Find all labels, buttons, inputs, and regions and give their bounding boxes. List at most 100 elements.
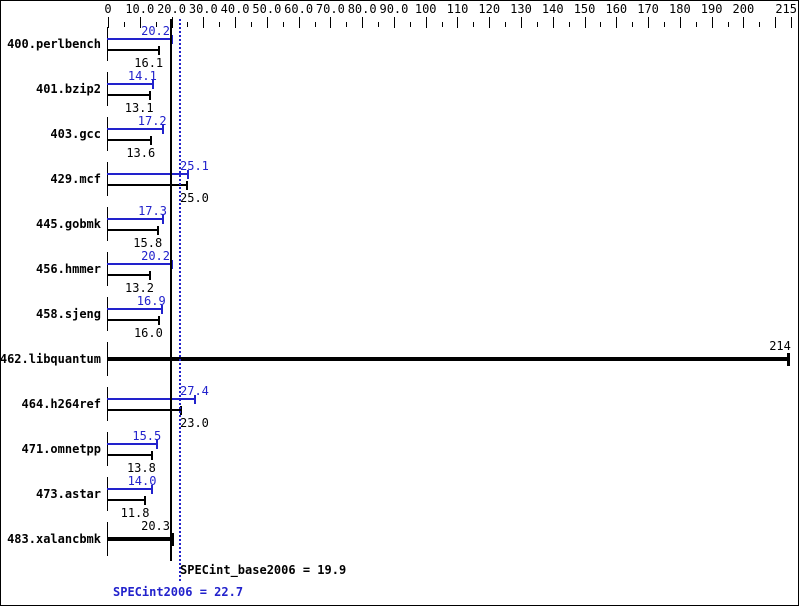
peak-bar [107,398,196,400]
bar-end-cap [144,496,147,505]
base-bar [107,94,150,96]
peak-bar [107,38,173,40]
base-value-label: 25.0 [180,191,209,205]
axis-tick-label: 20.0 [157,2,186,16]
axis-major-tick [457,17,458,28]
axis-tick-label: 120 [478,2,501,16]
axis-tick-label: 170 [637,2,659,16]
axis-minor-tick [219,22,220,27]
benchmark-label: 429.mcf [50,172,101,186]
bar-end-cap [171,260,174,269]
base-bar [107,184,188,186]
axis-minor-tick [346,22,347,27]
base-value-label: 13.8 [126,461,156,475]
base-bar [107,454,152,456]
axis-tick-label: 90.0 [379,2,409,16]
axis-stub [107,477,108,511]
base-value-label: 23.0 [180,416,209,430]
axis-minor-tick [378,22,379,27]
peak-value-label: 20.2 [141,249,170,263]
axis-major-tick [394,17,395,28]
bar-end-cap [161,125,164,134]
axis-stub [107,297,108,331]
peak-bar [107,83,153,85]
bar-end-cap [786,353,790,366]
axis-tick-label: 215 [775,2,797,16]
axis-minor-tick [664,22,665,27]
axis-minor-tick [505,22,506,27]
axis-stub [107,207,108,241]
axis-major-tick [203,17,204,28]
benchmark-label: 445.gobmk [35,217,101,231]
bar-end-cap [186,170,189,179]
axis-minor-tick [283,22,284,27]
axis-major-tick [680,17,681,28]
axis-minor-tick [632,22,633,27]
bar-end-cap [148,91,151,100]
axis-tick-label: 100 [414,2,437,16]
axis-major-tick [743,17,744,28]
base-bar [107,49,160,51]
axis-stub [107,252,108,286]
axis-minor-tick [251,22,252,27]
peak-mean-label: SPECint2006 = 22.7 [113,585,244,599]
axis-minor-tick [696,22,697,27]
bar-end-cap [186,181,189,190]
base-value-label: 13.6 [126,146,156,160]
axis-major-tick [712,17,713,28]
single-bar [107,357,788,361]
benchmark-label: 473.astar [35,487,101,501]
axis-tick-label: 110 [446,2,469,16]
axis-tick-label: 180 [669,2,691,16]
benchmark-label: 403.gcc [50,127,101,141]
axis-minor-tick [569,22,570,27]
axis-tick-label: 140 [541,2,564,16]
axis-tick-label: 40.0 [220,2,250,16]
bar-end-cap [157,316,160,325]
base-value-label: 16.0 [133,326,163,340]
axis-tick-label: 60.0 [284,2,314,16]
base-value-label: 16.1 [134,56,164,70]
bar-end-cap [151,80,154,89]
peak-bar [107,308,162,310]
base-bar [107,409,182,411]
axis-stub [107,117,108,151]
bar-end-cap [180,406,183,415]
bar-end-cap [148,271,151,280]
peak-bar [107,263,173,265]
base-value-label: 11.8 [120,506,150,520]
bar-end-cap [161,215,164,224]
base-value-label: 13.1 [124,101,154,115]
peak-value-label: 16.9 [136,294,166,308]
base-bar [107,139,152,141]
peak-value-label: 27.4 [180,384,209,398]
axis-minor-tick [156,22,157,27]
axis-major-tick [791,17,792,28]
bar-end-cap [194,395,197,404]
bar-end-cap [171,533,175,546]
axis-minor-tick [600,22,601,27]
axis-major-tick [616,17,617,28]
single-value-label: 20.3 [141,519,170,533]
axis-stub [107,72,108,106]
axis-major-tick [489,17,490,28]
axis-major-tick [553,17,554,28]
axis-minor-tick [410,22,411,27]
benchmark-label: 456.hmmer [35,262,101,276]
bar-end-cap [150,136,153,145]
base-value-label: 15.8 [133,236,163,250]
axis-tick-label: 50.0 [252,2,282,16]
axis-major-tick [775,17,776,28]
peak-bar [107,173,188,175]
axis-tick-label: 150 [573,2,596,16]
axis-major-tick [648,17,649,28]
peak-bar [107,443,158,445]
axis-minor-tick [315,22,316,27]
base-mean-line [170,19,172,561]
axis-tick-label: 160 [605,2,628,16]
axis-stub [107,162,108,196]
bar-end-cap [151,485,154,494]
axis-tick-label: 200 [732,2,755,16]
bar-end-cap [160,305,163,314]
